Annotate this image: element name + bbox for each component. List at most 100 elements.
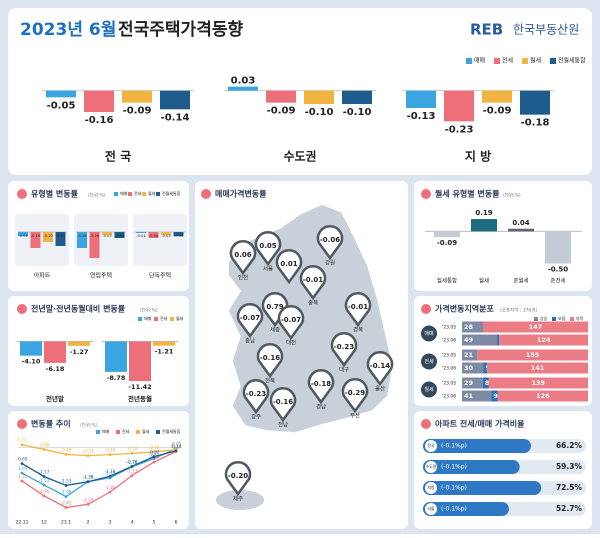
segment-label: 126 bbox=[536, 392, 550, 400]
value-label: -0.10 bbox=[305, 107, 334, 118]
bar bbox=[423, 502, 509, 516]
bar bbox=[136, 232, 146, 233]
region-label: 전국 bbox=[428, 443, 435, 448]
value-label: 0.04 bbox=[512, 219, 529, 227]
row-label: '23.05 bbox=[442, 353, 456, 359]
bar bbox=[84, 90, 114, 112]
bar bbox=[153, 341, 175, 346]
bar-segment bbox=[462, 334, 498, 346]
value-label: -4.10 bbox=[22, 358, 41, 366]
legend-label: 매매 bbox=[102, 428, 110, 434]
bar bbox=[55, 232, 66, 246]
bar bbox=[77, 232, 87, 248]
point bbox=[42, 475, 46, 478]
legend-label: 매매 bbox=[144, 315, 152, 321]
legend-label: 전월세통합 bbox=[162, 428, 181, 434]
unit: (단위:%) bbox=[503, 192, 521, 199]
value-label: -0.01 bbox=[136, 234, 145, 238]
bar-segment bbox=[482, 377, 489, 389]
region-label: 대전 bbox=[286, 339, 296, 347]
bar-segment bbox=[462, 362, 484, 374]
region-label: 경남 bbox=[316, 403, 326, 411]
title-date: 2023년 6월 bbox=[20, 20, 116, 40]
change-label: (-0.1%p) bbox=[441, 464, 467, 471]
bar bbox=[89, 232, 100, 258]
x-tick-label: 2 bbox=[87, 520, 90, 526]
group-badge bbox=[421, 381, 437, 398]
panel-title: 가격변동지역분포 bbox=[435, 304, 495, 314]
panel-title: 아파트 전세/매매 가격비율 bbox=[435, 419, 525, 429]
legend-label: 월세 bbox=[148, 190, 156, 196]
value-label: -1.80 bbox=[105, 485, 116, 490]
point bbox=[20, 479, 24, 483]
value-label: -1.21 bbox=[155, 348, 174, 356]
value-label: -0.78 bbox=[127, 460, 138, 465]
point bbox=[42, 494, 46, 498]
point bbox=[130, 464, 134, 468]
value-label: -0.09 bbox=[483, 106, 512, 117]
value-label: -0.65 bbox=[17, 457, 28, 462]
bar bbox=[114, 232, 125, 238]
legend-swatch bbox=[138, 317, 142, 321]
group-label: 지 방 bbox=[465, 149, 491, 164]
pin bbox=[242, 379, 270, 415]
region-label: 충북 bbox=[308, 299, 318, 307]
value-label: -0.04 bbox=[18, 234, 28, 238]
panel bbox=[8, 411, 189, 529]
bar-segment bbox=[462, 321, 483, 333]
value-label: -0.06 bbox=[149, 234, 159, 238]
org: 한국부동산원 bbox=[513, 23, 579, 37]
x-tick-label: 5 bbox=[153, 520, 156, 526]
x-tick-label: 3 bbox=[109, 520, 112, 526]
value-label: -0.09 bbox=[123, 106, 152, 117]
top-card bbox=[8, 8, 592, 175]
value-label: -1.38 bbox=[83, 475, 94, 480]
legend-label: 매매 bbox=[120, 190, 128, 196]
value-label: -0.29 bbox=[105, 448, 116, 453]
category-label: 준월세 bbox=[513, 277, 528, 285]
change-label: (-0.1%p) bbox=[441, 485, 467, 492]
legend-swatch bbox=[170, 317, 174, 321]
legend-label: 보합 bbox=[558, 315, 566, 321]
value-label: 52.7% bbox=[556, 504, 583, 513]
bar bbox=[102, 232, 112, 235]
value-label: -2.29 bbox=[83, 497, 94, 502]
value-label: -1.35 bbox=[17, 474, 28, 479]
value-label: -0.50 bbox=[548, 266, 568, 274]
legend-label: 전세 bbox=[502, 57, 513, 65]
bar-segment bbox=[487, 362, 588, 374]
bar bbox=[46, 90, 76, 98]
group-bg bbox=[74, 214, 128, 266]
point bbox=[86, 480, 90, 484]
value-label: -0.14 bbox=[56, 234, 66, 238]
segment-label: 139 bbox=[531, 379, 545, 387]
value-label: -0.09 bbox=[437, 239, 457, 247]
point bbox=[64, 506, 68, 509]
pin-value: -0.16 bbox=[273, 398, 293, 406]
bar bbox=[173, 232, 184, 236]
bar-segment bbox=[462, 377, 483, 389]
category-label: 월세 bbox=[479, 277, 489, 285]
legend-label: 전세 bbox=[160, 315, 168, 321]
pin bbox=[229, 240, 257, 276]
region-label: 충남 bbox=[245, 337, 255, 345]
value-label: -0.05 bbox=[171, 442, 182, 447]
bar bbox=[43, 232, 53, 242]
group-bg bbox=[15, 214, 69, 266]
bar bbox=[471, 219, 497, 232]
value-label: -1.27 bbox=[70, 348, 89, 356]
row-label: '23.06 bbox=[442, 338, 456, 344]
category-label: 월세통합 bbox=[437, 277, 457, 285]
point bbox=[64, 495, 68, 499]
pin bbox=[277, 305, 305, 341]
pin bbox=[330, 332, 358, 368]
bar bbox=[266, 90, 296, 103]
point bbox=[130, 452, 134, 455]
pin-value: -0.06 bbox=[320, 236, 340, 244]
category-label: 단독주택 bbox=[149, 272, 171, 280]
pin bbox=[269, 387, 297, 423]
region-label: 대구 bbox=[339, 366, 349, 374]
bar bbox=[423, 439, 531, 453]
point bbox=[86, 502, 90, 506]
